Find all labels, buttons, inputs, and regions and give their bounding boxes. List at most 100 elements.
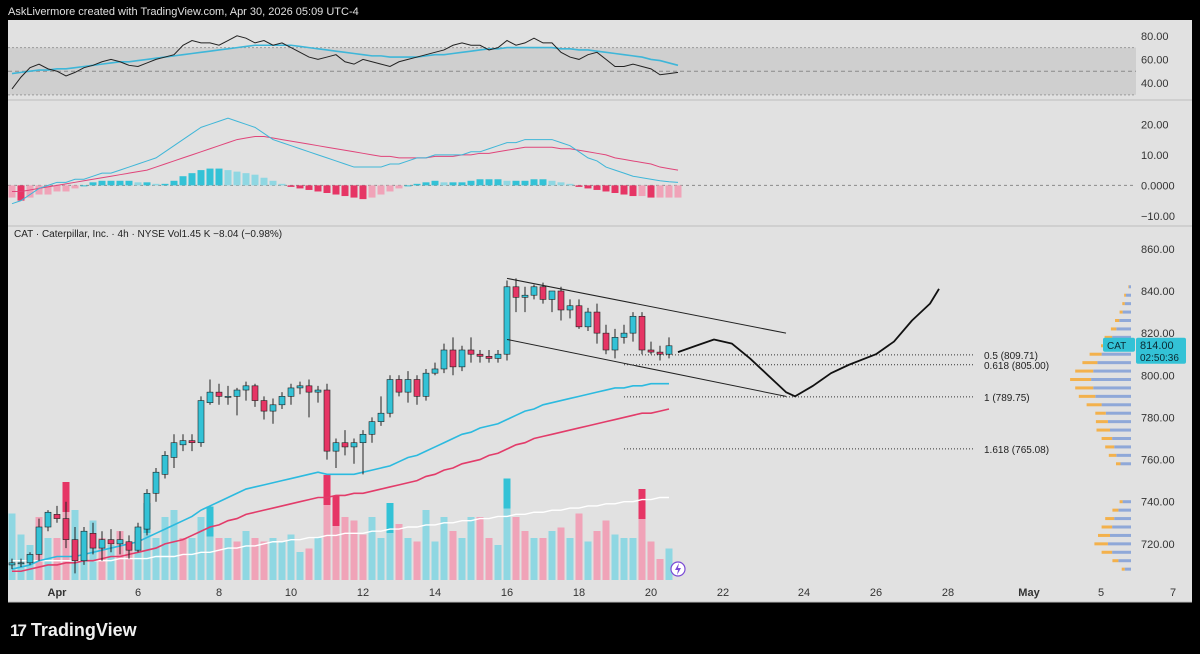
x-tick-label: 18: [573, 587, 585, 599]
volume-bar: [647, 541, 655, 580]
candle-body: [341, 442, 349, 448]
volume-profile-bar: [1095, 394, 1131, 398]
volume-profile-bar: [1095, 420, 1108, 424]
price-tag-price: 814.00: [1140, 340, 1174, 352]
volume-bar: [431, 541, 439, 580]
volume-profile-bar: [1114, 517, 1131, 521]
x-tick-label: Apr: [48, 587, 68, 599]
candle-body: [476, 353, 484, 357]
macd-histogram-bar: [350, 185, 358, 198]
candle-body: [656, 351, 664, 355]
candle-body: [152, 471, 160, 494]
tradingview-brand[interactable]: 17 TradingView: [10, 620, 137, 641]
candle-body: [80, 530, 88, 562]
macd-histogram-bar: [62, 185, 70, 192]
candle-body: [323, 389, 331, 452]
macd-histogram-bar: [170, 180, 178, 186]
volume-profile-bar: [1101, 437, 1113, 440]
ema-fast-line: [11, 382, 669, 570]
macd-tick-label: 10.00: [1141, 150, 1169, 162]
candle-body: [557, 290, 565, 311]
candle-body: [431, 368, 439, 374]
projection-path: [677, 288, 940, 398]
volume-profile-bar: [1112, 559, 1119, 563]
rsi-tick-label: 80.00: [1141, 31, 1169, 43]
macd-histogram-bar: [530, 179, 538, 186]
macd-histogram-bar: [566, 183, 574, 186]
candle-body: [62, 518, 70, 540]
candle-body: [440, 349, 448, 370]
candle-body: [602, 332, 610, 351]
macd-histogram-bar: [404, 185, 412, 187]
symbol-legend[interactable]: CAT · Caterpillar, Inc. · 4h · NYSE Vol1…: [14, 229, 282, 240]
volume-profile-bar: [1116, 453, 1131, 457]
x-tick-label: 26: [870, 587, 882, 599]
volume-profile-bar: [1091, 378, 1131, 381]
volume-bar: [449, 531, 457, 580]
volume-bar: [494, 545, 502, 580]
volume-bar: [593, 531, 601, 580]
candle-body: [287, 387, 295, 397]
volume-bar: [602, 520, 610, 580]
tradingview-logo-icon: 17: [10, 620, 27, 640]
candle-body: [35, 526, 43, 555]
volume-bar: [287, 534, 295, 580]
macd-histogram-bar: [17, 185, 25, 201]
price-tag-symbol-box: [1103, 337, 1135, 352]
volume-profile-bar: [1096, 428, 1110, 432]
macd-histogram-bar: [386, 185, 394, 192]
candle-body: [98, 539, 106, 549]
x-tick-label: 5: [1098, 587, 1104, 599]
candle-body: [359, 433, 367, 444]
candle-body: [566, 305, 574, 311]
candle-body: [107, 539, 115, 545]
macd-histogram-bar: [665, 185, 673, 198]
volume-bar: [359, 534, 367, 580]
volume-bar-highlight: [206, 506, 214, 537]
volume-bar: [476, 517, 484, 580]
x-tick-label: 16: [501, 587, 513, 599]
macd-histogram-bar: [35, 185, 43, 195]
volume-bar: [503, 478, 511, 580]
macd-line: [11, 117, 679, 205]
candle-body: [575, 305, 583, 328]
macd-histogram-bar: [602, 185, 610, 192]
volume-bar: [143, 503, 151, 580]
macd-histogram-bar: [143, 182, 151, 186]
volume-bar: [251, 538, 259, 580]
volume-profile-bar: [1089, 352, 1102, 356]
sma-long-line: [12, 496, 669, 562]
volume-bar-highlight: [323, 475, 331, 505]
macd-histogram-bar: [395, 185, 403, 189]
volume-profile-bar: [1101, 352, 1131, 356]
candle-body: [449, 349, 457, 368]
volume-bar: [566, 538, 574, 580]
candle-body: [404, 379, 412, 393]
macd-histogram-bar: [206, 168, 214, 186]
volume-bar: [314, 538, 322, 580]
macd-histogram-bar: [368, 185, 376, 198]
legend-change: −8.04 (−0.98%): [213, 229, 283, 240]
macd-histogram-bar: [53, 185, 61, 192]
candle-body: [350, 442, 358, 448]
macd-histogram-bar: [377, 185, 385, 195]
candle-body: [44, 511, 52, 528]
volume-bar: [620, 538, 628, 580]
volume-profile-bar: [1101, 550, 1113, 554]
candle-body: [332, 442, 340, 452]
candle-body: [629, 315, 637, 334]
candle-body: [260, 400, 268, 412]
candle-body: [611, 337, 619, 351]
macd-histogram-bar: [449, 182, 457, 186]
macd-histogram-bar: [215, 168, 223, 186]
fib-level-label: 1.618 (765.08): [984, 445, 1049, 456]
macd-histogram-bar: [107, 180, 115, 186]
volume-profile-bar: [1086, 403, 1102, 407]
volume-bar: [260, 541, 268, 580]
macd-histogram-bar: [548, 180, 556, 186]
macd-histogram-bar: [422, 182, 430, 186]
volume-bar: [539, 538, 547, 580]
price-tag-symbol: CAT: [1107, 341, 1126, 352]
candle-body: [215, 391, 223, 397]
